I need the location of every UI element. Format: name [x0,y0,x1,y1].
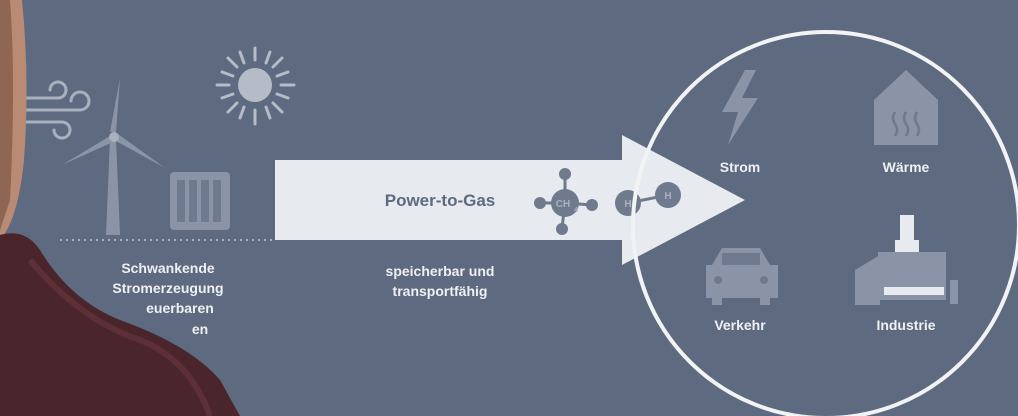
source-label: en [192,321,208,337]
sun-icon [217,48,294,124]
page: Schwankende Stromerzeugung euerbaren en … [0,0,1018,416]
source-label: euerbaren [146,300,214,316]
sector-label: Verkehr [714,317,766,333]
hydrogen-symbol: H [624,199,631,210]
diagram: Schwankende Stromerzeugung euerbaren en … [0,0,1018,416]
sector-label: Strom [720,159,760,175]
caption: speicherbar und [386,263,495,279]
caption: transportfähig [393,283,488,299]
hydrogen-symbol: H [664,191,671,202]
methane-subscript: 4 [574,207,578,214]
arrow-label: Power-to-Gas [385,191,496,210]
sector-label: Wärme [883,159,930,175]
source-label: Stromerzeugung [112,280,223,296]
source-label: Schwankende [121,260,215,276]
sector-label: Industrie [876,317,935,333]
battery-icon [170,172,230,230]
methane-symbol: CH [556,199,570,210]
